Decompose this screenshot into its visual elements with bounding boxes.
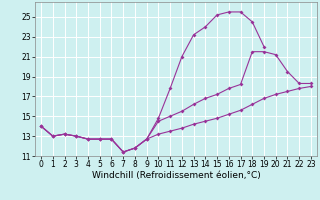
X-axis label: Windchill (Refroidissement éolien,°C): Windchill (Refroidissement éolien,°C) — [92, 171, 260, 180]
